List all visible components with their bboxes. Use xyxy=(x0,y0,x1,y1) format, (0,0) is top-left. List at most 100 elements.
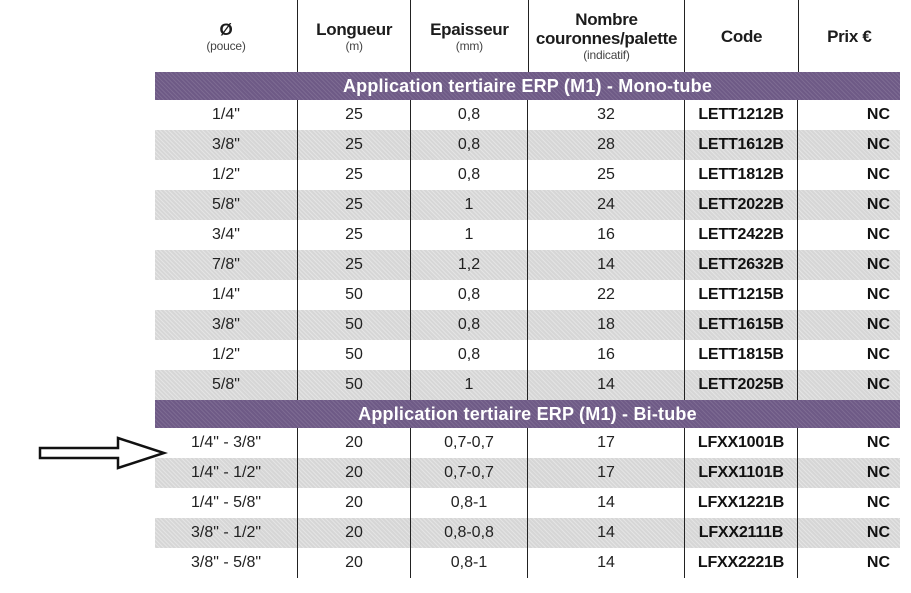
cell-code: LFXX1101B xyxy=(685,458,798,488)
cell-diameter: 7/8" xyxy=(155,250,298,280)
section-title: Application tertiaire ERP (M1) - Bi-tube xyxy=(358,403,697,424)
right-arrow-icon xyxy=(38,436,168,470)
table-row: 1/4" - 3/8" 20 0,7-0,7 17 LFXX1001B NC xyxy=(155,428,900,458)
cell-diameter: 1/4" xyxy=(155,280,298,310)
cell-code: LETT1612B xyxy=(685,130,798,160)
section-header: Application tertiaire ERP (M1) - Bi-tube xyxy=(155,400,900,428)
cell-thickness: 0,8-0,8 xyxy=(411,518,528,548)
cell-thickness: 0,8 xyxy=(411,100,528,130)
cell-length: 50 xyxy=(298,340,411,370)
cell-length: 50 xyxy=(298,310,411,340)
cell-thickness: 0,8 xyxy=(411,280,528,310)
table-row: 5/8" 50 1 14 LETT2025B NC xyxy=(155,370,900,400)
cell-thickness: 0,8-1 xyxy=(411,488,528,518)
cell-price: NC xyxy=(866,256,890,273)
cell-code: LFXX1221B xyxy=(685,488,798,518)
cell-thickness: 1 xyxy=(411,220,528,250)
table-row: 3/8" 25 0,8 28 LETT1612B NC xyxy=(155,130,900,160)
cell-length: 25 xyxy=(298,100,411,130)
cell-price: NC xyxy=(866,316,890,333)
cell-coils: 16 xyxy=(528,220,685,250)
cell-code: LFXX1001B xyxy=(685,428,798,458)
cell-coils: 22 xyxy=(528,280,685,310)
table-row: 1/4" - 5/8" 20 0,8-1 14 LFXX1221B NC xyxy=(155,488,900,518)
table-row: 5/8" 25 1 24 LETT2022B NC xyxy=(155,190,900,220)
cell-diameter: 3/8" - 5/8" xyxy=(155,548,298,578)
cell-length: 20 xyxy=(298,548,411,578)
cell-price: NC xyxy=(866,434,890,451)
cell-diameter: 1/4" - 5/8" xyxy=(155,488,298,518)
cell-diameter: 5/8" xyxy=(155,190,298,220)
cell-price: NC xyxy=(866,376,890,393)
price-table: Ø (pouce) Longueur (m) Epaisseur (mm) No… xyxy=(155,0,900,590)
table-row: 7/8" 25 1,2 14 LETT2632B NC xyxy=(155,250,900,280)
table-row: 3/8" 50 0,8 18 LETT1615B NC xyxy=(155,310,900,340)
cell-price: NC xyxy=(866,166,890,183)
cell-length: 50 xyxy=(298,370,411,400)
cell-coils: 14 xyxy=(528,488,685,518)
header-diameter: Ø (pouce) xyxy=(155,0,299,72)
cell-length: 20 xyxy=(298,458,411,488)
table-row: 1/4" - 1/2" 20 0,7-0,7 17 LFXX1101B NC xyxy=(155,458,900,488)
cell-diameter: 1/4" - 3/8" xyxy=(155,428,298,458)
cell-coils: 24 xyxy=(528,190,685,220)
cell-diameter: 1/4" xyxy=(155,100,298,130)
cell-coils: 14 xyxy=(528,250,685,280)
cell-thickness: 1 xyxy=(411,370,528,400)
table-row: 1/2" 25 0,8 25 LETT1812B NC xyxy=(155,160,900,190)
cell-price: NC xyxy=(866,494,890,511)
cell-price: NC xyxy=(866,106,890,123)
cell-coils: 32 xyxy=(528,100,685,130)
cell-diameter: 3/8" xyxy=(155,130,298,160)
cell-thickness: 1 xyxy=(411,190,528,220)
cell-length: 20 xyxy=(298,488,411,518)
cell-length: 50 xyxy=(298,280,411,310)
cell-price: NC xyxy=(866,554,890,571)
table-row: 3/8" - 5/8" 20 0,8-1 14 LFXX2221B NC xyxy=(155,548,900,578)
cell-price: NC xyxy=(866,346,890,363)
cell-coils: 14 xyxy=(528,518,685,548)
cell-length: 20 xyxy=(298,518,411,548)
cell-coils: 17 xyxy=(528,458,685,488)
cell-length: 25 xyxy=(298,220,411,250)
cell-thickness: 0,8 xyxy=(411,340,528,370)
cell-diameter: 1/2" xyxy=(155,340,298,370)
cell-code: LETT1812B xyxy=(685,160,798,190)
cell-length: 25 xyxy=(298,190,411,220)
cell-thickness: 0,7-0,7 xyxy=(411,428,528,458)
cell-length: 20 xyxy=(298,428,411,458)
cell-coils: 25 xyxy=(528,160,685,190)
header-thickness: Epaisseur (mm) xyxy=(411,0,529,72)
table-header: Ø (pouce) Longueur (m) Epaisseur (mm) No… xyxy=(155,0,900,72)
header-price: Prix € xyxy=(827,26,872,46)
section-header: Application tertiaire ERP (M1) - Mono-tu… xyxy=(155,72,900,100)
cell-coils: 14 xyxy=(528,548,685,578)
cell-thickness: 0,7-0,7 xyxy=(411,458,528,488)
cell-price: NC xyxy=(866,464,890,481)
cell-code: LETT2025B xyxy=(685,370,798,400)
cell-length: 25 xyxy=(298,160,411,190)
cell-diameter: 3/8" xyxy=(155,310,298,340)
cell-code: LETT2022B xyxy=(685,190,798,220)
cell-code: LETT2632B xyxy=(685,250,798,280)
cell-code: LETT1815B xyxy=(685,340,798,370)
cell-thickness: 0,8 xyxy=(411,130,528,160)
cell-length: 25 xyxy=(298,130,411,160)
cell-price: NC xyxy=(866,196,890,213)
cell-price: NC xyxy=(866,286,890,303)
cell-length: 25 xyxy=(298,250,411,280)
cell-coils: 17 xyxy=(528,428,685,458)
cell-code: LFXX2111B xyxy=(685,518,798,548)
cell-coils: 28 xyxy=(528,130,685,160)
table-row: 1/2" 50 0,8 16 LETT1815B NC xyxy=(155,340,900,370)
table-row: 1/4" 25 0,8 32 LETT1212B NC xyxy=(155,100,900,130)
cell-thickness: 1,2 xyxy=(411,250,528,280)
cell-thickness: 0,8 xyxy=(411,310,528,340)
cell-price: NC xyxy=(866,136,890,153)
cell-diameter: 1/4" - 1/2" xyxy=(155,458,298,488)
cell-thickness: 0,8 xyxy=(411,160,528,190)
cell-thickness: 0,8-1 xyxy=(411,548,528,578)
cell-code: LFXX2221B xyxy=(685,548,798,578)
table-row: 1/4" 50 0,8 22 LETT1215B NC xyxy=(155,280,900,310)
cell-coils: 18 xyxy=(528,310,685,340)
